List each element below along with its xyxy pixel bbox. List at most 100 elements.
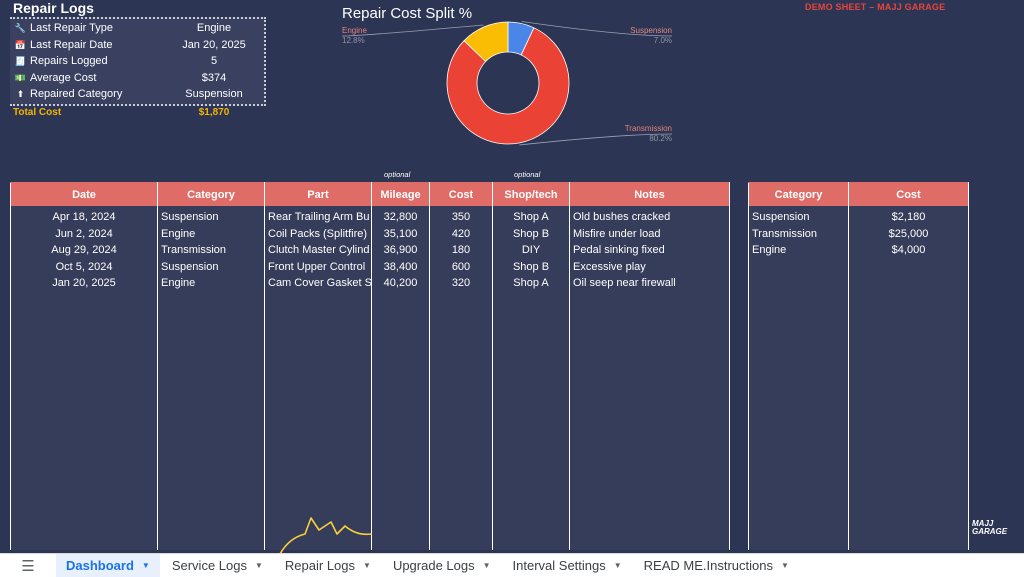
calendar-icon: 📅: [14, 39, 27, 50]
cell-mileage[interactable]: 36,900: [371, 242, 430, 259]
column-header-part[interactable]: Part: [264, 182, 372, 206]
column-header-cost[interactable]: Cost: [848, 182, 969, 206]
mileage-optional-note: optional: [384, 170, 411, 179]
wrench-icon: 🔧: [14, 23, 27, 33]
cell-category[interactable]: Engine: [748, 242, 849, 259]
table-row: Engine $4,000: [748, 242, 969, 259]
column-header-notes[interactable]: Notes: [569, 182, 730, 206]
cell-mileage[interactable]: 32,800: [371, 206, 430, 226]
chevron-down-icon[interactable]: ▼: [363, 561, 371, 570]
cell-category[interactable]: Engine: [157, 275, 265, 292]
cell-cost[interactable]: $25,000: [848, 225, 969, 242]
tab-read-me-instructions[interactable]: READ ME.Instructions ▼: [643, 558, 789, 573]
cell-cost[interactable]: $4,000: [848, 242, 969, 259]
summary-label: Average Cost: [30, 71, 97, 84]
pie-slice-engine[interactable]: [463, 21, 509, 63]
cell-category[interactable]: Suspension: [748, 206, 849, 226]
cell-notes[interactable]: Misfire under load: [569, 225, 730, 242]
summary-value: Engine: [196, 22, 232, 34]
cell-date[interactable]: Oct 5, 2024: [10, 258, 158, 275]
table-row: Oct 5, 2024 Suspension Front Upper Contr…: [10, 258, 730, 275]
cell-category[interactable]: Suspension: [157, 206, 265, 226]
column-header-date[interactable]: Date: [10, 182, 158, 206]
table-row: Aug 29, 2024 Transmission Clutch Master …: [10, 242, 730, 259]
chevron-down-icon[interactable]: ▼: [613, 561, 622, 570]
cell-category[interactable]: Engine: [157, 225, 265, 242]
summary-panel: Repair Logs 🔧 Last Repair Type Engine 📅 La…: [10, 0, 266, 120]
total-cost-label: Total Cost: [13, 106, 62, 118]
summary-row[interactable]: 🔧 Last Repair Type Engine: [10, 20, 264, 37]
spark-burst-decoration: [279, 517, 372, 555]
demo-sheet-tag: DEMO SHEET – MAJJ GARAGE: [805, 2, 946, 12]
total-cost-row[interactable]: Total Cost $1,870: [10, 106, 266, 120]
cell-cost[interactable]: 350: [429, 206, 493, 226]
tab-repair-logs[interactable]: Repair Logs ▼: [284, 558, 371, 573]
cell-notes[interactable]: Oil seep near firewall: [569, 275, 730, 292]
cell-date[interactable]: Aug 29, 2024: [10, 242, 158, 259]
total-cost-value: $1,870: [198, 106, 230, 118]
cell-mileage[interactable]: 40,200: [371, 275, 430, 292]
summary-row[interactable]: ⬆ Repaired Category Suspension: [10, 86, 264, 103]
tab-dashboard[interactable]: Dashboard ▼: [56, 554, 160, 577]
tab-interval-settings[interactable]: Interval Settings ▼: [512, 558, 622, 573]
cell-date[interactable]: Jun 2, 2024: [10, 225, 158, 242]
cell-date[interactable]: Jan 20, 2025: [10, 275, 158, 292]
empty-table-area: [748, 258, 969, 550]
cell-category[interactable]: Transmission: [157, 242, 265, 259]
cell-part[interactable]: Clutch Master Cylind: [264, 242, 372, 259]
cell-date[interactable]: Apr 18, 2024: [10, 206, 158, 226]
chevron-down-icon[interactable]: ▼: [141, 561, 150, 570]
cell-cost[interactable]: $2,180: [848, 206, 969, 226]
cell-part[interactable]: Front Upper Control: [264, 258, 372, 275]
cell-notes[interactable]: Pedal sinking fixed: [569, 242, 730, 259]
cell-part[interactable]: Cam Cover Gasket S: [264, 275, 372, 292]
empty-table-area: [10, 291, 730, 550]
chevron-down-icon[interactable]: ▼: [254, 561, 263, 570]
tab-upgrade-logs[interactable]: Upgrade Logs ▼: [392, 558, 491, 573]
summary-label: Repaired Category: [30, 88, 123, 100]
column-header-cost[interactable]: Cost: [429, 182, 493, 206]
cell-category[interactable]: Suspension: [157, 258, 265, 275]
leader-line-engine: [341, 24, 484, 37]
column-header-mileage[interactable]: Mileage: [371, 182, 430, 206]
cell-category[interactable]: Transmission: [748, 225, 849, 242]
column-header-category[interactable]: Category: [157, 182, 265, 206]
cell-notes[interactable]: Old bushes cracked: [569, 206, 730, 226]
cell-shoptech[interactable]: Shop A: [492, 206, 570, 226]
cell-shoptech[interactable]: Shop B: [492, 225, 570, 242]
cell-mileage[interactable]: 38,400: [371, 258, 430, 275]
table-header-row: Category Cost: [748, 182, 969, 206]
tab-service-logs[interactable]: Service Logs ▼: [171, 558, 263, 573]
column-header-category[interactable]: Category: [748, 182, 849, 206]
summary-row[interactable]: 🧾 Repairs Logged 5: [10, 53, 264, 70]
table-header-row: Date Category Part Mileage Cost Shop/tec…: [10, 182, 730, 206]
column-header-shoptech[interactable]: Shop/tech: [492, 182, 570, 206]
table-row: Apr 18, 2024 Suspension Rear Trailing Ar…: [10, 206, 730, 226]
chart-title: Repair Cost Split %: [342, 5, 473, 22]
cell-mileage[interactable]: 35,100: [371, 225, 430, 242]
cell-part[interactable]: Rear Trailing Arm Bu: [264, 206, 372, 226]
cell-shoptech[interactable]: Shop B: [492, 258, 570, 275]
summary-value: Suspension: [185, 88, 243, 100]
table-row: Jan 20, 2025 Engine Cam Cover Gasket S 4…: [10, 275, 730, 292]
cell-cost[interactable]: 320: [429, 275, 493, 292]
summary-row[interactable]: 📅 Last Repair Date Jan 20, 2025: [10, 37, 264, 54]
cell-notes[interactable]: Excessive play: [569, 258, 730, 275]
arrow-icon: ⬆: [16, 89, 25, 99]
chevron-down-icon[interactable]: ▼: [781, 561, 789, 570]
cell-shoptech[interactable]: Shop A: [492, 275, 570, 292]
all-sheets-menu-icon[interactable]: ☰: [21, 557, 35, 575]
cell-cost[interactable]: 600: [429, 258, 493, 275]
summary-label: Repairs Logged: [30, 55, 108, 67]
cell-cost[interactable]: 420: [429, 225, 493, 242]
summary-row[interactable]: 💵 Average Cost $374: [10, 70, 264, 87]
money-icon: 💵: [14, 72, 27, 83]
cell-cost[interactable]: 180: [429, 242, 493, 259]
table-row: Suspension $2,180: [748, 206, 969, 226]
leader-line-suspension: [521, 21, 673, 37]
cell-part[interactable]: Coil Packs (Splitfire): [264, 225, 372, 242]
chevron-down-icon[interactable]: ▼: [482, 561, 491, 570]
pie-slice-transmission[interactable]: [446, 27, 570, 145]
cell-shoptech[interactable]: DIY: [492, 242, 570, 259]
